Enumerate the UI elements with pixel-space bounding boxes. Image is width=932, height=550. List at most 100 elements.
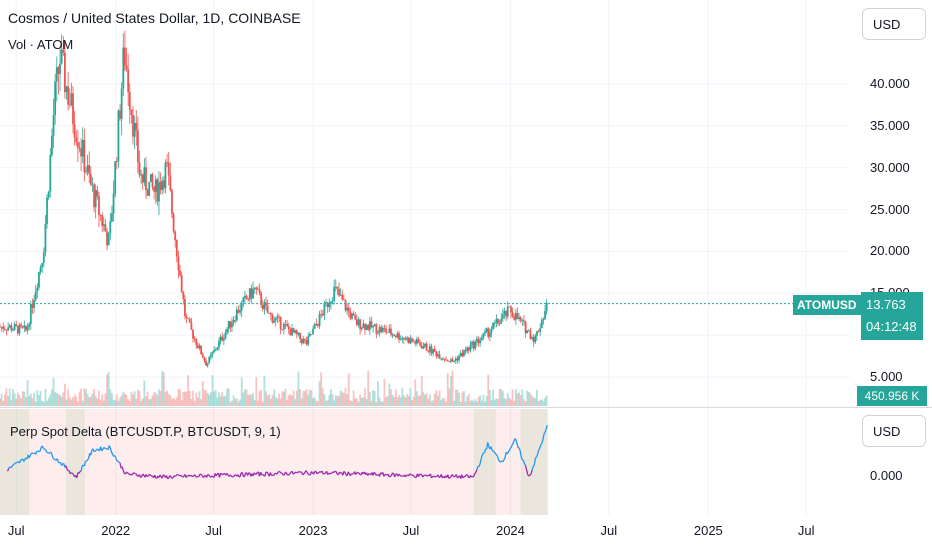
volume-bar — [273, 389, 276, 406]
delta-segment — [507, 449, 510, 453]
candle-body — [143, 167, 146, 183]
price-axis-tick: 40.000 — [870, 76, 910, 91]
delta-segment — [480, 454, 483, 459]
candle-body — [132, 114, 134, 137]
volume-bar — [511, 389, 514, 406]
candle-body — [297, 332, 300, 335]
candle-body — [180, 275, 183, 293]
indicator-background — [0, 409, 548, 515]
delta-segment — [185, 475, 188, 478]
candle-body — [373, 324, 376, 326]
candle-body — [445, 359, 447, 361]
delta-segment — [196, 475, 199, 478]
candle-body — [375, 324, 378, 334]
volume-bar — [347, 373, 350, 406]
volume-bar — [365, 399, 368, 406]
volume-bar — [287, 395, 290, 406]
volume-bar — [354, 398, 357, 406]
delta-segment — [6, 468, 10, 472]
delta-segment — [473, 473, 476, 477]
candle-body — [190, 322, 193, 330]
candle-body — [527, 330, 530, 332]
delta-segment — [42, 447, 45, 450]
volume-bar — [57, 394, 60, 406]
candle-body — [49, 155, 52, 192]
volume-bar — [532, 397, 535, 406]
delta-segment — [205, 474, 209, 478]
delta-segment — [394, 473, 397, 478]
delta-segment — [500, 460, 503, 463]
volume-bar — [498, 388, 501, 406]
volume-bar — [443, 398, 446, 406]
volume-bar — [86, 393, 89, 406]
currency-button[interactable]: USD — [862, 8, 926, 40]
volume-bar — [310, 390, 313, 406]
candle-body — [310, 334, 313, 335]
volume-bar — [112, 399, 115, 406]
volume-bar — [425, 392, 428, 406]
volume-bar — [364, 388, 366, 406]
volume-bar — [0, 398, 1, 406]
candle-body — [72, 93, 74, 125]
delta-segment — [373, 471, 376, 474]
volume-bar — [477, 397, 480, 406]
volume-bar — [513, 400, 516, 406]
candle-body — [31, 304, 34, 308]
volume-bar — [78, 391, 81, 406]
candle-body — [29, 304, 32, 325]
candle-body — [433, 349, 436, 352]
candle-body — [498, 323, 501, 325]
volume-bar — [440, 399, 443, 406]
volume-bar — [516, 393, 519, 406]
volume-bar — [422, 392, 425, 406]
candle-body — [172, 213, 175, 232]
volume-bar — [433, 393, 436, 406]
volume-bar — [490, 400, 493, 406]
volume-bar — [307, 394, 310, 406]
delta-segment — [253, 472, 256, 475]
candle-body — [518, 317, 520, 319]
candle-body — [505, 310, 508, 317]
candle-body — [271, 314, 274, 323]
volume-bar — [226, 388, 228, 406]
candle-body — [119, 110, 121, 119]
price-candles — [0, 30, 548, 368]
last-price-value: 13.763 — [866, 297, 906, 312]
volume-bar — [467, 394, 470, 406]
volume-bar — [450, 375, 452, 406]
delta-segment — [44, 449, 48, 453]
volume-bar — [197, 397, 199, 406]
volume-bar — [190, 399, 193, 406]
candle-body — [409, 338, 412, 344]
candle-body — [282, 324, 285, 330]
volume-bar — [21, 391, 24, 406]
candle-body — [451, 359, 454, 362]
volume-bar — [336, 396, 339, 406]
candle-body — [396, 333, 399, 338]
delta-segment — [532, 464, 535, 467]
volume-bar — [209, 392, 212, 406]
candle-body — [81, 140, 84, 157]
volume-bar — [539, 399, 542, 406]
delta-segment — [305, 470, 308, 473]
volume-bar — [73, 394, 76, 406]
candle-body — [526, 330, 529, 334]
delta-segment — [222, 473, 225, 476]
candle-body — [114, 161, 117, 194]
delta-segment — [464, 474, 467, 478]
candle-body — [422, 346, 425, 349]
volume-bar — [537, 401, 540, 406]
delta-segment — [286, 473, 289, 476]
volume-bar — [383, 378, 386, 406]
delta-segment — [483, 448, 487, 453]
volume-bar — [39, 390, 42, 406]
candle-body — [122, 47, 125, 89]
volume-bar — [18, 395, 21, 406]
volume-bar — [274, 396, 277, 406]
pane-divider[interactable] — [0, 407, 932, 408]
candle-body — [323, 303, 326, 316]
time-axis-tick: Jul — [402, 523, 420, 538]
volume-bar — [109, 389, 112, 406]
indicator-currency-button[interactable]: USD — [862, 415, 926, 447]
